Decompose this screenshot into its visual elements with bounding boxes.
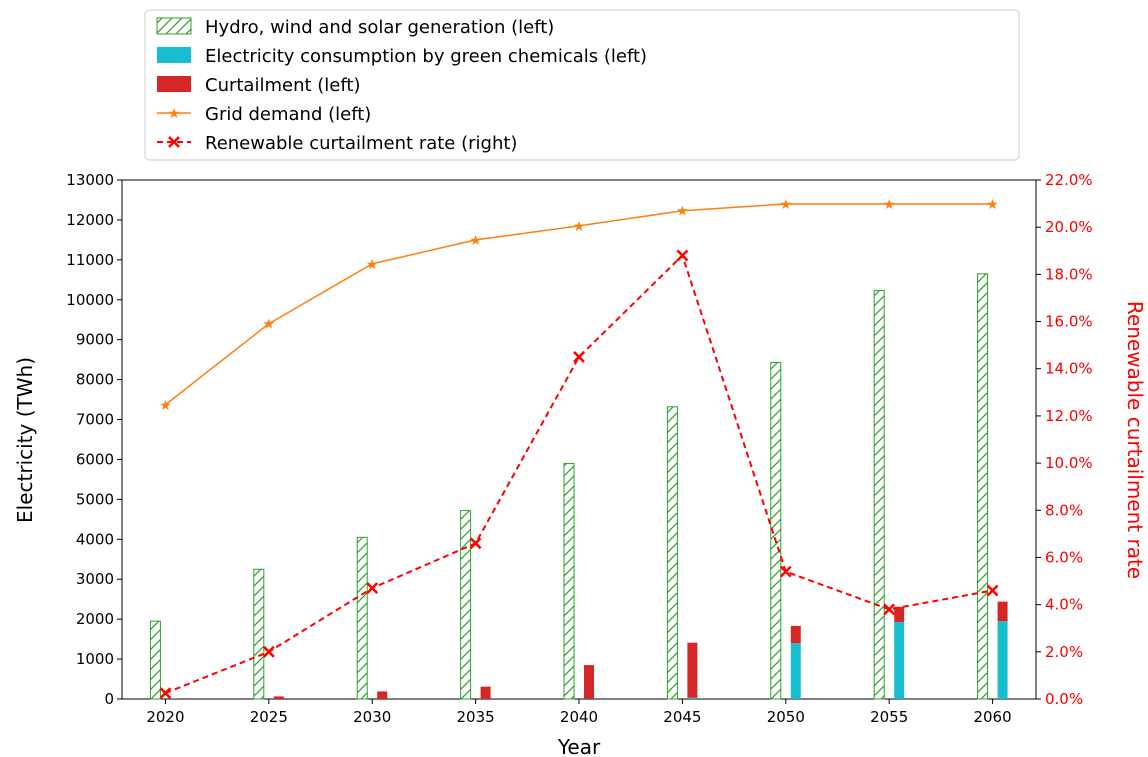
y-right-tick-label-4: 4.0% xyxy=(1045,596,1083,614)
point-grid-demand-2055: ★ xyxy=(883,197,896,213)
point-grid-demand-2045: ★ xyxy=(676,204,689,220)
y-tick-label-10000: 10000 xyxy=(66,291,114,309)
y-tick-label-0: 0 xyxy=(104,690,114,708)
x-tick-label-2055: 2055 xyxy=(870,708,908,726)
point-curtailment-rate-2055 xyxy=(883,603,896,616)
bar-generation-2035 xyxy=(460,510,472,700)
y-right-tick-label-22: 22.0% xyxy=(1045,171,1093,189)
y-right-tick-label-2: 2.0% xyxy=(1045,643,1083,661)
y-tick-label-8000: 8000 xyxy=(76,371,114,389)
y-tick-label-2000: 2000 xyxy=(76,610,114,628)
point-grid-demand-2020: ★ xyxy=(159,398,172,414)
point-curtailment-rate-2045 xyxy=(676,249,689,262)
y-right-tick-label-10: 10.0% xyxy=(1045,454,1093,472)
x-tick-label-2050: 2050 xyxy=(767,708,805,726)
point-grid-demand-2025: ★ xyxy=(263,317,276,333)
bar-generation-2040 xyxy=(563,462,575,700)
point-grid-demand-2035: ★ xyxy=(469,233,482,249)
bar-generation-2045 xyxy=(666,406,678,700)
legend-marker-curtailment-rate xyxy=(168,136,180,148)
legend: Hydro, wind and solar generation (left) … xyxy=(144,9,1020,161)
legend-swatch-generation xyxy=(156,17,192,35)
y-right-tick-label-0: 0.0% xyxy=(1045,690,1083,708)
y-right-tick-label-18: 18.0% xyxy=(1045,265,1093,283)
bar-curtailment-2035 xyxy=(480,686,491,699)
y-tick-label-11000: 11000 xyxy=(66,251,114,269)
x-tick-label-2060: 2060 xyxy=(973,708,1011,726)
point-curtailment-rate-2040 xyxy=(573,351,585,363)
line-grid-demand xyxy=(164,203,993,406)
bar-curtailment-2055 xyxy=(894,606,905,622)
y-tick-label-5000: 5000 xyxy=(76,490,114,508)
point-curtailment-rate-2060 xyxy=(986,584,999,597)
point-curtailment-rate-2020 xyxy=(159,687,172,699)
point-grid-demand-2040: ★ xyxy=(573,219,586,235)
bar-green-chemicals-2050 xyxy=(790,643,801,699)
y-axis-label-right: Renewable curtailment rate xyxy=(1123,301,1147,579)
bar-curtailment-2025 xyxy=(273,696,284,699)
bar-generation-2060 xyxy=(977,273,989,700)
point-curtailment-rate-2035 xyxy=(469,537,482,550)
y-tick-label-1000: 1000 xyxy=(76,650,114,668)
y-tick-label-7000: 7000 xyxy=(76,411,114,429)
point-grid-demand-2050: ★ xyxy=(780,197,793,213)
legend-label-generation: Hydro, wind and solar generation (left) xyxy=(205,17,554,38)
y-right-tick-label-8: 8.0% xyxy=(1045,501,1083,519)
y-axis-label: Electricity (TWh) xyxy=(13,357,37,523)
y-right-tick-label-14: 14.0% xyxy=(1045,360,1093,378)
legend-label-curtailment-rate: Renewable curtailment rate (right) xyxy=(205,133,517,154)
x-tick-label-2035: 2035 xyxy=(457,708,495,726)
point-curtailment-rate-2030 xyxy=(366,582,379,595)
bar-curtailment-2030 xyxy=(377,691,388,699)
x-tick-label-2030: 2030 xyxy=(353,708,391,726)
bar-curtailment-2045 xyxy=(687,642,698,698)
x-tick-label-2020: 2020 xyxy=(146,708,184,726)
y-tick-label-13000: 13000 xyxy=(66,171,114,189)
x-axis-label: Year xyxy=(557,735,601,757)
y-tick-label-9000: 9000 xyxy=(76,331,114,349)
bars-layer xyxy=(149,273,1008,700)
bar-generation-2020 xyxy=(149,620,161,700)
legend-label-grid-demand: Grid demand (left) xyxy=(205,104,371,125)
legend-swatch-green-chemicals xyxy=(157,47,191,63)
lines-layer: ★ ★ ★ ★ ★ ★ ★ ★ ★ xyxy=(159,197,999,699)
ticks-layer: 2020 2025 2030 2035 2040 2045 2050 2055 2060 0 100… xyxy=(66,171,1092,726)
y-right-tick-label-16: 16.0% xyxy=(1045,313,1093,331)
bar-curtailment-2060 xyxy=(997,601,1008,622)
line-curtailment-rate xyxy=(165,253,993,695)
legend-label-green-chemicals: Electricity consumption by green chemica… xyxy=(205,46,647,67)
bar-curtailment-2050 xyxy=(790,625,801,644)
y-tick-label-6000: 6000 xyxy=(76,450,114,468)
legend-label-curtailment: Curtailment (left) xyxy=(205,75,360,96)
y-right-tick-label-20: 20.0% xyxy=(1045,218,1093,236)
bar-generation-2030 xyxy=(356,536,368,700)
y-tick-label-12000: 12000 xyxy=(66,211,114,229)
point-curtailment-rate-2025 xyxy=(262,645,275,658)
bar-generation-2025 xyxy=(253,568,265,700)
x-tick-label-2045: 2045 xyxy=(663,708,701,726)
bar-green-chemicals-2045 xyxy=(687,697,698,699)
point-grid-demand-2060: ★ xyxy=(986,197,999,213)
legend-swatch-curtailment xyxy=(157,76,191,92)
bar-green-chemicals-2060 xyxy=(997,621,1008,699)
legend-frame xyxy=(144,9,1020,161)
bar-generation-2055 xyxy=(873,290,885,700)
x-tick-label-2040: 2040 xyxy=(560,708,598,726)
point-curtailment-rate-2050 xyxy=(779,565,792,578)
y-tick-label-3000: 3000 xyxy=(76,570,114,588)
y-right-tick-label-12: 12.0% xyxy=(1045,407,1093,425)
point-grid-demand-2030: ★ xyxy=(366,257,379,273)
legend-marker-grid-demand: ★ xyxy=(168,106,181,122)
bar-green-chemicals-2055 xyxy=(894,621,905,699)
x-tick-label-2025: 2025 xyxy=(250,708,288,726)
y-right-tick-label-6: 6.0% xyxy=(1045,548,1083,566)
bar-generation-2050 xyxy=(770,361,782,700)
bar-curtailment-2040 xyxy=(584,665,594,699)
y-tick-label-4000: 4000 xyxy=(76,530,114,548)
